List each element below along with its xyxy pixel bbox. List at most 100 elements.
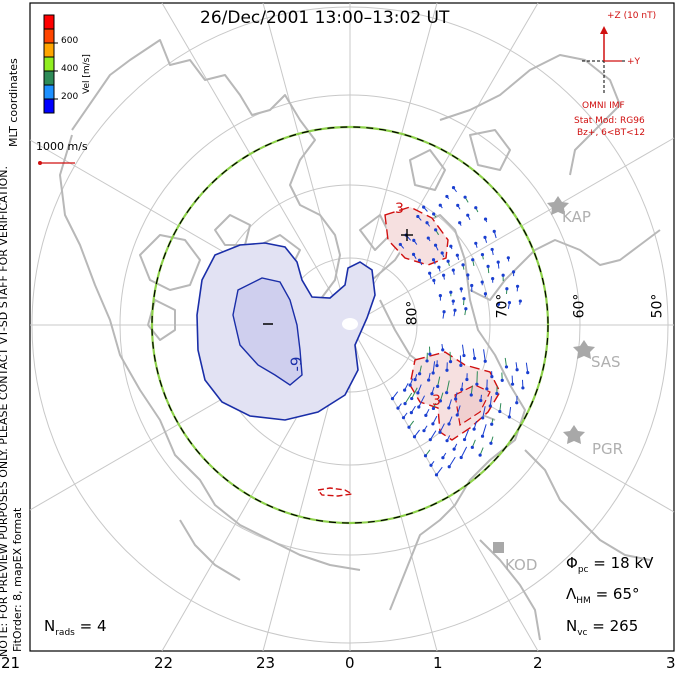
negative-potential-label: -9: [287, 356, 306, 372]
velocity-vector-origin: [431, 371, 435, 375]
coastlines: [59, 39, 661, 641]
velocity-vector-origin: [433, 243, 438, 247]
velocity-vector-origin: [441, 456, 445, 460]
velocity-vector-origin: [429, 463, 433, 467]
velocity-vector: [508, 407, 512, 418]
velocity-vector: [448, 456, 456, 467]
positive-cell-small: [316, 487, 355, 497]
colorbar-ticks: [54, 42, 58, 100]
velocity-vector-origin: [466, 213, 470, 217]
velocity-vector-origin: [471, 258, 475, 262]
velocity-vector-origin: [451, 186, 456, 190]
velocity-vector-origin: [462, 353, 466, 358]
velocity-vector-origin: [489, 441, 493, 445]
mlt-tick-22: 22: [154, 654, 174, 672]
velocity-vector: [482, 406, 486, 419]
velocity-vector-origin: [464, 307, 468, 311]
velocity-vector-origin: [498, 409, 502, 414]
velocity-vector-origin: [427, 378, 431, 382]
velocity-vector-origin: [456, 203, 460, 207]
velocity-vector-origin: [418, 372, 422, 376]
velocity-vector-origin: [412, 435, 417, 439]
velocity-vector-origin: [438, 294, 442, 298]
velocity-vector-origin: [413, 378, 417, 382]
velocity-vector-origin: [408, 383, 412, 387]
velocity-vector-origin: [515, 284, 520, 288]
velocity-vector-origin: [403, 402, 407, 406]
velocity-vector-origin: [474, 241, 478, 245]
velocity-vector-origin: [479, 398, 483, 403]
velocity-vector-origin: [496, 260, 500, 264]
velocity-vector-origin: [474, 206, 478, 210]
velocity-vector-origin: [465, 377, 469, 382]
colorbar-tick-200: 200: [61, 92, 79, 102]
velocity-vector-origin: [488, 404, 492, 408]
imf-source: OMNI IMF: [582, 101, 625, 111]
velocity-vector-origin: [462, 437, 467, 442]
velocity-vector-origin: [515, 368, 519, 372]
colorbar-segment: [43, 28, 55, 44]
cross-polar-potential: Φpc = 18 kV: [566, 554, 654, 575]
velocity-vector-origin: [483, 359, 487, 363]
velocity-vector: [482, 424, 487, 437]
velocity-vector-origin: [447, 465, 451, 469]
fit-order-label: FitOrder: 8, mapEX format: [11, 507, 24, 652]
velocity-vector-origin: [449, 244, 453, 248]
velocity-vector-origin: [432, 212, 436, 216]
velocity-vector-origin: [460, 387, 464, 392]
heppner-maynard-latitude: ΛHM = 65°: [566, 585, 640, 606]
velocity-vector: [464, 429, 469, 440]
velocity-vector-origin: [396, 406, 400, 410]
velocity-vector-origin: [462, 297, 466, 301]
mlt-tick-0: 0: [345, 654, 355, 672]
velocity-vector-origin: [425, 359, 429, 363]
velocity-vector-origin: [459, 287, 463, 291]
reference-vector: [38, 161, 75, 165]
negative-inner-contour: [232, 277, 303, 386]
velocity-vector-origin: [453, 308, 457, 312]
pole-marker: [342, 318, 358, 330]
velocity-vector-origin: [478, 453, 482, 457]
velocity-vector-origin: [451, 268, 455, 272]
velocity-vector-origin: [447, 406, 451, 410]
velocity-vector-origin: [480, 252, 485, 257]
velocity-vector-origin: [500, 378, 504, 383]
velocity-vector: [404, 392, 413, 404]
colorbar-segment: [43, 84, 55, 100]
velocity-vector-origin: [431, 422, 435, 426]
velocity-vector-origin: [431, 406, 436, 411]
velocity-vector-origin: [445, 391, 449, 395]
colorbar-segment: [43, 70, 55, 86]
velocity-vector-origin: [459, 455, 463, 460]
velocity-vector-origin: [480, 280, 484, 284]
preview-note: NOTE: FOR PREVIEW PURPOSES ONLY. PLEASE …: [0, 165, 10, 657]
velocity-vector-origin: [454, 397, 458, 401]
velocity-vector-origin: [437, 265, 441, 269]
velocity-vector-origin: [466, 273, 470, 277]
velocity-vector-origin: [451, 299, 455, 303]
mlt-tick-21: 21: [1, 654, 21, 672]
velocity-vector: [456, 405, 461, 416]
velocity-vector: [489, 396, 493, 407]
velocity-vector: [472, 348, 476, 359]
velocity-vector-origin: [424, 413, 428, 417]
velocity-vector: [525, 362, 529, 373]
velocity-vector-origin: [455, 253, 459, 257]
velocity-vector-origin: [407, 425, 411, 429]
velocity-vector-origin: [483, 217, 488, 221]
colorbar-segment: [43, 56, 55, 72]
plot-frame: [29, 2, 675, 652]
velocity-vector-origin: [449, 290, 453, 294]
velocity-vector-origin: [515, 401, 519, 405]
latitude-label-50: 50°: [649, 293, 666, 319]
velocity-vector-origin: [507, 415, 511, 419]
latitude-label-80: 80°: [404, 300, 421, 326]
colorbar-label: Vel [m/s]: [82, 54, 92, 94]
mlt-tick-1: 1: [433, 654, 443, 672]
velocity-vector-origin: [445, 194, 449, 199]
velocity-vector-origin: [447, 422, 451, 426]
velocity-vector-origin: [412, 238, 416, 242]
velocity-vector-origin: [438, 203, 442, 207]
colorbar-segment: [43, 14, 55, 30]
velocity-vector-origin: [507, 300, 512, 305]
